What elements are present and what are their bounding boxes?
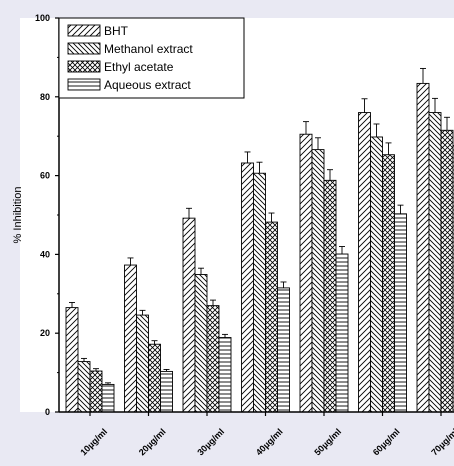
bar-ethyl-acetate-7: [440, 129, 454, 413]
bar-methanol-extract-5: [311, 149, 325, 413]
bar-ethyl-acetate-1: [89, 370, 103, 413]
y-axis-title: % Inhibition: [12, 187, 24, 244]
y-tick-label: 0: [45, 407, 50, 417]
legend-label: Methanol extract: [104, 42, 193, 56]
legend-label: BHT: [104, 24, 129, 38]
x-category-label: 60µg/ml: [371, 427, 402, 458]
x-category-label: 20µg/ml: [137, 427, 168, 458]
bar-ethyl-acetate-6: [382, 154, 395, 413]
bar-methanol-extract-6: [370, 136, 383, 413]
legend: BHT Methanol extract Ethyl acetate Aqueous …: [58, 17, 245, 99]
x-category-label: 50µg/ml: [312, 427, 343, 458]
x-category-label: 30µg/ml: [195, 427, 226, 458]
legend-swatch: [67, 42, 101, 55]
y-tick-label: 80: [40, 92, 50, 102]
bar-ethyl-acetate-5: [323, 179, 337, 413]
bar-aqueous-extract-2: [160, 370, 173, 413]
y-tick-label: 20: [40, 328, 50, 338]
error-bars-layer: [69, 67, 450, 385]
bar-bht-4: [241, 162, 254, 413]
bar-ethyl-acetate-2: [148, 343, 161, 413]
y-tick-label: 60: [40, 171, 50, 181]
bar-methanol-extract-2: [136, 314, 149, 413]
bar-bht-7: [416, 82, 430, 413]
legend-swatch: [67, 24, 101, 37]
bar-bht-2: [124, 264, 137, 413]
legend-swatch: [67, 78, 101, 91]
bar-aqueous-extract-5: [335, 253, 349, 413]
y-ticks: 0 20 40 60 80 100: [35, 13, 59, 417]
bar-ethyl-acetate-3: [206, 305, 220, 413]
bar-methanol-extract-3: [194, 274, 208, 413]
bar-aqueous-extract-4: [277, 287, 290, 413]
bar-bht-1: [65, 307, 79, 413]
x-category-label: 70µg/ml: [429, 427, 454, 458]
x-category-label: 40µg/ml: [254, 427, 285, 458]
y-tick-label: 40: [40, 249, 50, 259]
bar-methanol-extract-4: [253, 172, 266, 413]
bar-methanol-extract-1: [77, 361, 91, 413]
x-category-label: 10µg/ml: [78, 427, 109, 458]
bar-ethyl-acetate-4: [265, 221, 278, 413]
bar-bht-3: [182, 217, 196, 413]
legend-label: Ethyl acetate: [104, 60, 174, 74]
bar-aqueous-extract-6: [394, 213, 407, 413]
bar-bht-5: [299, 133, 313, 413]
legend-label: Aqueous extract: [104, 78, 191, 92]
bar-methanol-extract-7: [428, 112, 442, 413]
y-tick-label: 100: [35, 13, 50, 23]
bar-aqueous-extract-3: [218, 337, 232, 413]
bar-bht-6: [358, 112, 371, 413]
legend-swatch: [67, 60, 101, 73]
x-ticks: 10µg/ml 20µg/ml 30µg/ml 40µg/ml 50µg/ml 60µg/…: [78, 412, 454, 457]
bar-aqueous-extract-1: [101, 383, 115, 413]
